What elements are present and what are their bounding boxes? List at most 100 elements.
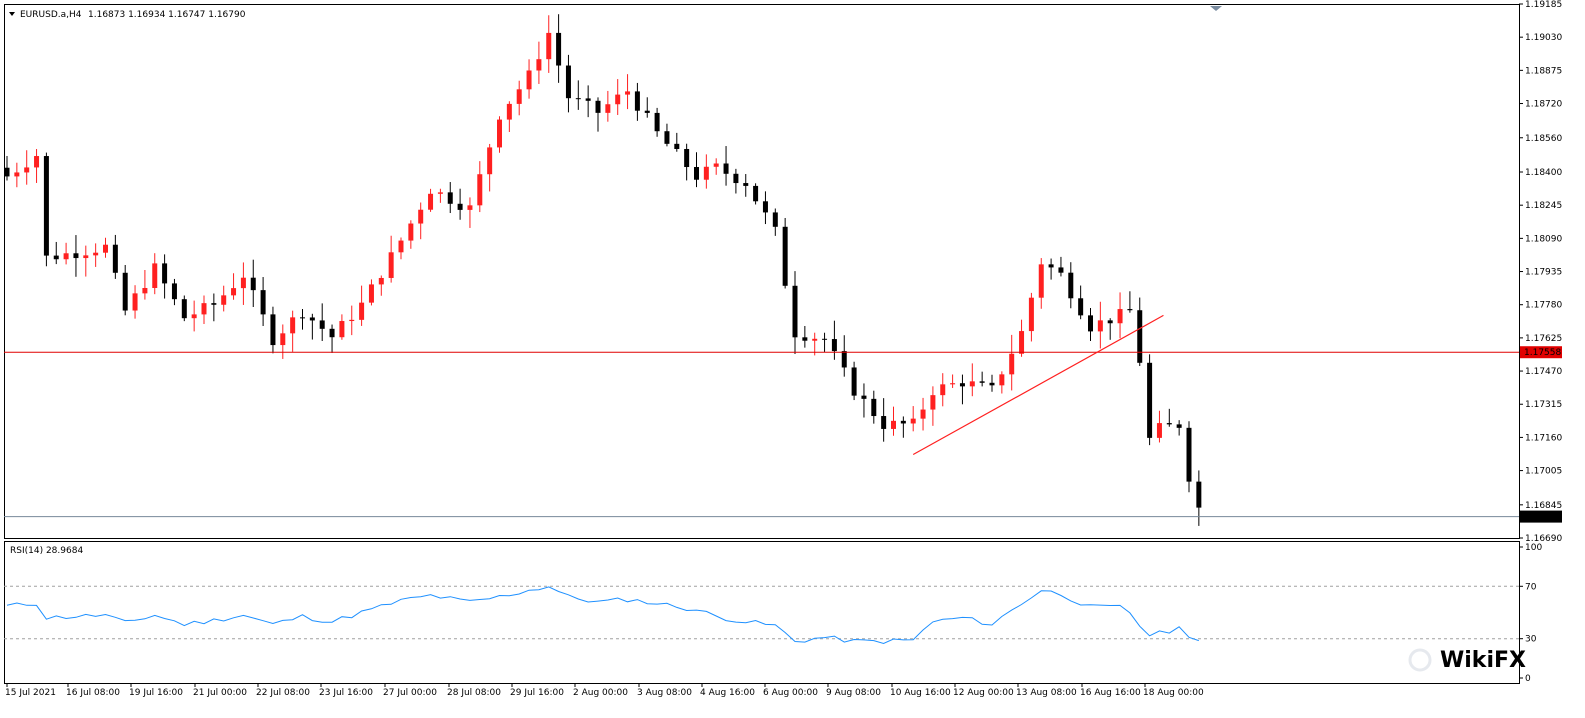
candle-body — [162, 263, 168, 284]
candle-body — [989, 382, 995, 386]
trendline[interactable] — [912, 314, 1164, 456]
candle-body — [181, 299, 187, 319]
time-axis-tick-label: 27 Jul 00:00 — [383, 688, 437, 698]
candle-body — [891, 420, 896, 429]
time-axis-tick-label: 28 Jul 08:00 — [447, 688, 501, 698]
time-axis-tick-label: 3 Aug 08:00 — [637, 688, 692, 698]
candle-body — [1068, 272, 1074, 299]
candle-body — [191, 314, 197, 319]
candle-body — [585, 98, 591, 101]
candle-body — [231, 288, 237, 296]
candle-body — [526, 70, 532, 90]
candle-body — [1048, 264, 1054, 268]
candle-body — [53, 255, 59, 260]
candle-body — [280, 333, 286, 346]
candle-body — [122, 272, 128, 311]
candle-body — [1088, 315, 1093, 332]
candle-body — [654, 112, 660, 132]
level-price-tag — [1520, 346, 1562, 359]
price-axis-tick-label: 1.17780 — [1525, 301, 1562, 311]
candle-body — [979, 381, 985, 383]
candle-body — [1127, 309, 1133, 311]
candle-body — [1176, 424, 1182, 428]
candle-body — [802, 337, 808, 341]
watermark-logo-icon — [1408, 648, 1432, 672]
candle-body — [270, 314, 276, 346]
candle-body — [103, 244, 108, 253]
candle-body — [871, 398, 877, 417]
candle-body — [201, 303, 207, 315]
candle-body — [694, 167, 699, 180]
time-axis-tick-label: 2 Aug 00:00 — [573, 688, 628, 698]
candle-body — [644, 110, 650, 113]
candle-body — [73, 253, 79, 259]
candle-body — [211, 303, 217, 305]
candle-body — [408, 223, 414, 241]
rsi-pane[interactable] — [4, 541, 1520, 684]
candle-body — [428, 193, 434, 210]
candle-body — [63, 253, 69, 260]
candle-body — [772, 212, 778, 227]
candle-body — [959, 383, 965, 387]
candle-body — [329, 328, 335, 338]
price-axis-tick-label: 1.17625 — [1525, 334, 1562, 344]
current-price-label: 1.16790 — [1524, 513, 1561, 523]
price-axis-tick-label: 1.18875 — [1525, 66, 1562, 76]
candle-body — [34, 156, 40, 168]
price-axis-tick-label: 1.17160 — [1525, 433, 1562, 443]
price-axis-tick-label: 1.16690 — [1525, 534, 1562, 544]
candle-body — [319, 320, 325, 329]
main-price-pane[interactable] — [4, 4, 1520, 539]
candle-body — [546, 32, 552, 60]
candle-body — [1147, 362, 1153, 438]
candle-body — [674, 143, 680, 149]
candle-body — [516, 89, 522, 104]
candle-body — [112, 244, 118, 273]
rsi-axis-tick-label: 30 — [1525, 635, 1537, 645]
candle-body — [851, 367, 857, 396]
candle-body — [565, 65, 571, 99]
time-axis-tick-label: 22 Jul 08:00 — [256, 688, 310, 698]
time-axis-tick-label: 6 Aug 00:00 — [763, 688, 818, 698]
candle-body — [221, 295, 227, 305]
candle-body — [1117, 309, 1123, 324]
candle-body — [250, 277, 256, 291]
candle-body — [969, 381, 975, 387]
candle-body — [664, 131, 670, 144]
symbol-menu-triangle-icon[interactable] — [9, 12, 15, 16]
candle-body — [359, 302, 365, 320]
candle-body — [861, 395, 867, 399]
candle-body — [368, 284, 374, 303]
candle-body — [605, 104, 611, 113]
candle-body — [1137, 310, 1143, 363]
price-axis-tick-label: 1.18090 — [1525, 234, 1562, 244]
rsi-label: RSI(14) 28.9684 — [10, 546, 83, 556]
candle-body — [950, 383, 956, 385]
time-axis-tick-label: 18 Aug 00:00 — [1143, 688, 1204, 698]
candle-body — [1028, 297, 1034, 332]
candle-body — [733, 173, 739, 184]
candle-body — [14, 172, 20, 177]
candle-body — [831, 339, 837, 352]
candle-body — [506, 103, 512, 120]
candle-body — [1196, 481, 1202, 508]
candle-body — [625, 91, 631, 95]
candle-body — [93, 252, 99, 256]
time-axis-tick-label: 29 Jul 16:00 — [510, 688, 564, 698]
candle-body — [388, 252, 394, 278]
rsi-line — [6, 586, 1199, 645]
candle-body — [684, 148, 690, 168]
candle-body — [1156, 423, 1162, 438]
time-axis-tick-label: 12 Aug 00:00 — [953, 688, 1014, 698]
candle-body — [1038, 264, 1044, 298]
candle-body — [83, 255, 89, 259]
candle-body — [743, 183, 749, 186]
price-axis-tick-label: 1.16845 — [1525, 501, 1562, 511]
watermark-text: WikiFX — [1440, 648, 1526, 673]
price-axis-tick-label: 1.17005 — [1525, 467, 1562, 477]
time-axis-tick-label: 9 Aug 08:00 — [826, 688, 881, 698]
candle-body — [339, 321, 345, 338]
chart-shift-marker[interactable] — [1210, 6, 1222, 11]
time-axis-tick-label: 19 Jul 16:00 — [129, 688, 183, 698]
